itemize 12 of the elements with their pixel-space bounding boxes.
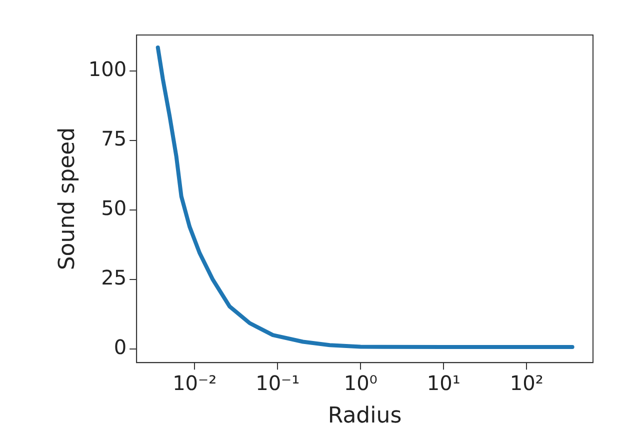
x-tick-label: 10¹ — [426, 370, 460, 395]
x-tick-label: 10² — [510, 370, 544, 395]
x-tick-label: 10⁻² — [172, 370, 217, 395]
y-tick-label: 25 — [101, 266, 127, 290]
y-tick-label: 100 — [88, 57, 127, 82]
y-axis-title: Sound speed — [54, 127, 80, 270]
x-axis-title: Radius — [328, 404, 402, 429]
y-tick-label: 0 — [114, 335, 127, 360]
x-tick-label: 10⁻¹ — [256, 370, 300, 395]
y-tick-label: 75 — [101, 126, 127, 151]
x-tick-label: 10⁰ — [344, 370, 378, 395]
y-tick-label: 50 — [101, 196, 127, 220]
